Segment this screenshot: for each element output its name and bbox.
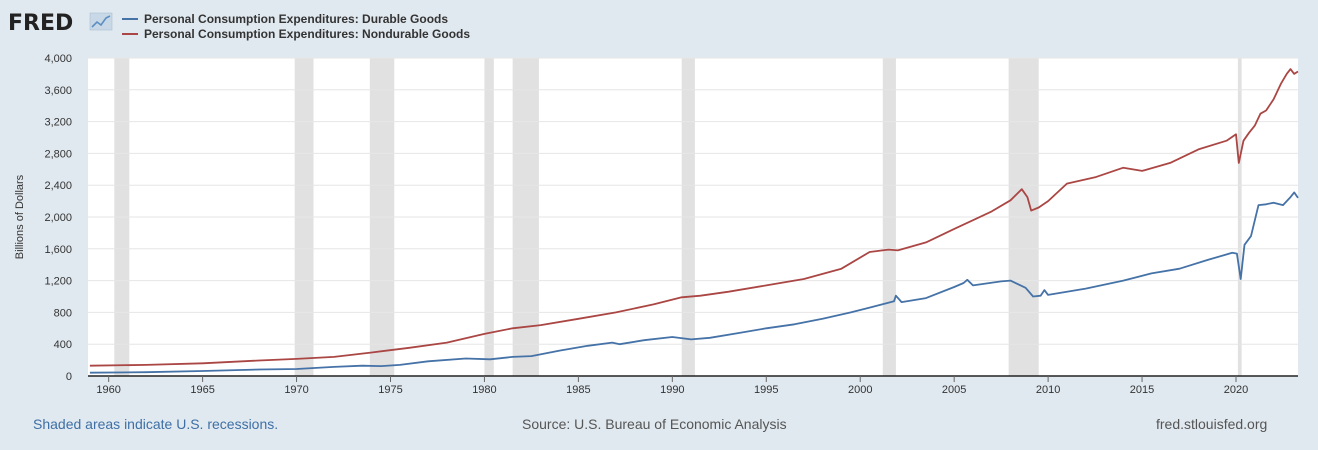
- x-tick-label: 1970: [284, 384, 308, 396]
- y-tick-label: 800: [54, 307, 72, 319]
- y-tick-label: 4,000: [44, 53, 72, 65]
- x-tick-label: 2005: [942, 384, 966, 396]
- x-tick-label: 2010: [1036, 384, 1060, 396]
- fred-logo-graph-icon: [89, 12, 113, 31]
- x-tick-label: 1990: [660, 384, 684, 396]
- y-axis-ticks: 0 400 800 1,200 1,600 2,000 2,400 2,800 3,200 3,6…: [44, 53, 72, 383]
- series-lines: [89, 68, 1299, 374]
- y-tick-label: 2,800: [44, 148, 72, 160]
- legend-label-nondurable: Personal Consumption Expenditures: Nondu…: [144, 27, 470, 41]
- x-tick-label: 1985: [566, 384, 590, 396]
- y-tick-label: 1,200: [44, 276, 72, 288]
- series-line-durable-goods[interactable]: [89, 191, 1299, 374]
- y-tick-label: 1,600: [44, 244, 72, 256]
- x-tick-label: 1995: [754, 384, 778, 396]
- gridlines: [88, 57, 1298, 345]
- x-tick-label: 2015: [1130, 384, 1154, 396]
- series-line-nondurable-goods[interactable]: [89, 68, 1299, 367]
- y-tick-label: 3,200: [44, 117, 72, 129]
- x-tick-label: 2000: [848, 384, 872, 396]
- legend: Personal Consumption Expenditures: Durab…: [122, 12, 470, 41]
- y-axis-label: Billions of Dollars: [14, 174, 26, 259]
- x-tick-label: 2020: [1224, 384, 1248, 396]
- y-tick-label: 2,400: [44, 180, 72, 192]
- fred-url-link[interactable]: fred.stlouisfed.org: [1156, 416, 1267, 432]
- x-tick-label: 1960: [96, 384, 120, 396]
- y-tick-label: 400: [54, 339, 72, 351]
- source-text: Source: U.S. Bureau of Economic Analysis: [522, 416, 787, 432]
- y-tick-label: 3,600: [44, 85, 72, 97]
- y-tick-label: 0: [66, 371, 72, 383]
- recession-note-link[interactable]: Shaded areas indicate U.S. recessions.: [33, 416, 278, 432]
- x-axis-ticks: 1960 1965 1970 1975 1980 1985 1990 1995 2000 2005…: [96, 376, 1248, 396]
- y-tick-label: 2,000: [44, 212, 72, 224]
- x-tick-label: 1980: [472, 384, 496, 396]
- fred-logo-text: FRED: [8, 11, 73, 36]
- x-tick-label: 1965: [190, 384, 214, 396]
- legend-label-durable: Personal Consumption Expenditures: Durab…: [144, 12, 448, 26]
- fred-logo[interactable]: FRED: [8, 11, 113, 36]
- x-tick-label: 1975: [378, 384, 402, 396]
